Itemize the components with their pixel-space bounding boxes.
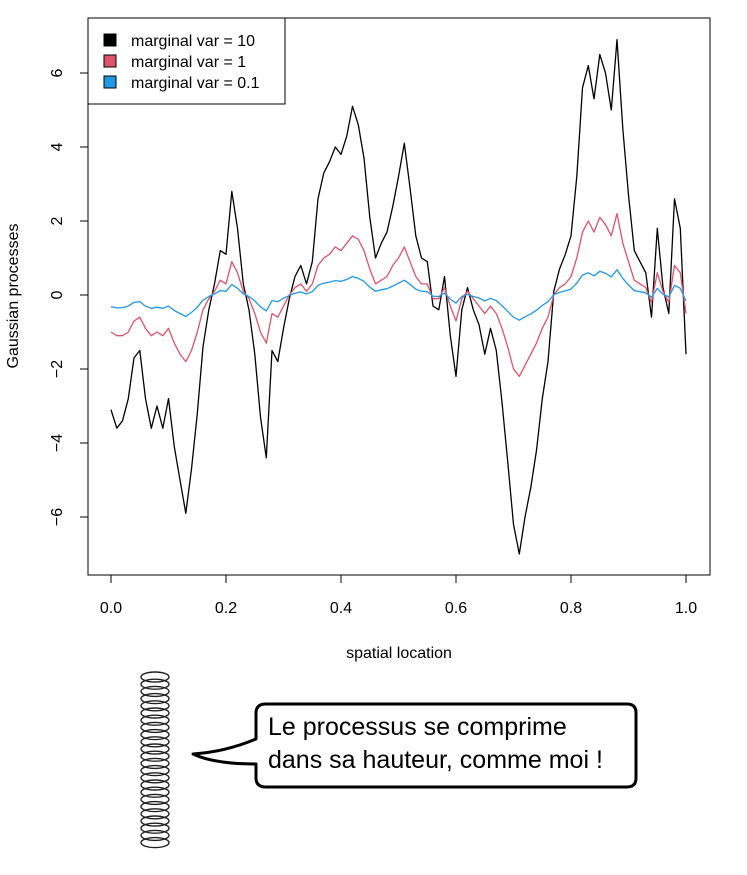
legend-swatch-0 (103, 33, 117, 47)
legend-label-0: marginal var = 10 (131, 33, 255, 50)
spring-coil (140, 671, 170, 683)
series-line-1 (110, 212, 687, 378)
spring-coil (140, 685, 170, 698)
series-line-0 (110, 39, 687, 555)
spring-coil (140, 750, 170, 762)
y-axis-title: Gaussian processes (5, 224, 22, 369)
y-axis: −6 −4 −2 0 2 4 6 (49, 68, 89, 526)
spring-coil (140, 728, 170, 741)
spring-coil (140, 743, 170, 755)
spring-coil (140, 800, 170, 813)
y-tick-label-1: −4 (49, 434, 66, 452)
legend-label-2: marginal var = 0.1 (131, 75, 260, 92)
x-tick-label-2: 0.4 (330, 600, 352, 617)
legend-swatch-1 (103, 54, 117, 68)
legend-entries: marginal var = 10 marginal var = 1 margina… (103, 33, 260, 92)
spring-coil (140, 822, 170, 834)
x-tick-label-5: 1.0 (675, 600, 697, 617)
x-axis: 0.0 0.2 0.4 0.6 0.8 1.0 (100, 574, 697, 617)
y-tick-label-0: −6 (49, 508, 66, 526)
y-tick-label-5: 4 (49, 142, 66, 151)
legend-label-1: marginal var = 1 (131, 54, 246, 71)
spring-coil (140, 736, 170, 748)
y-tick-label-6: 6 (49, 68, 66, 77)
spring-coil (140, 808, 170, 820)
spring-coil (140, 721, 170, 734)
spring-coil-drawing (140, 671, 170, 849)
speech-bubble: Le processus se comprime dans sa hauteur… (191, 702, 638, 789)
x-tick-label-0: 0.0 (100, 600, 122, 617)
callout-line-2: dans sa hauteur, comme moi ! (268, 746, 603, 774)
spring-coil (140, 714, 170, 726)
legend-swatch-2 (103, 75, 117, 89)
spring-coil (140, 786, 170, 798)
spring-coil (140, 692, 170, 705)
series-line-2 (110, 269, 687, 321)
y-tick-label-4: 2 (49, 216, 66, 225)
spring-coil (140, 779, 170, 791)
x-axis-title: spatial location (346, 645, 452, 662)
x-tick-label-4: 0.8 (560, 600, 582, 617)
y-tick-label-2: −2 (49, 360, 66, 378)
legend-box (87, 17, 286, 105)
spring-coil (140, 815, 170, 827)
legend: marginal var = 10 marginal var = 1 margina… (87, 17, 286, 105)
spring-coil (140, 793, 170, 806)
spring-coil (140, 764, 170, 777)
spring-coil (140, 707, 170, 719)
x-tick-label-1: 0.2 (215, 600, 237, 617)
spring-coil (140, 757, 170, 770)
spring-coil (140, 700, 170, 712)
spring-coil (140, 678, 170, 690)
spring-coil (140, 772, 170, 784)
speech-bubble-shape (191, 702, 638, 789)
spring-coil (140, 836, 170, 849)
callout-line-1: Le processus se comprime (268, 713, 567, 741)
x-tick-label-3: 0.6 (445, 600, 467, 617)
y-tick-label-3: 0 (49, 290, 66, 299)
series-layer (110, 39, 687, 555)
spring-coil (140, 829, 170, 842)
